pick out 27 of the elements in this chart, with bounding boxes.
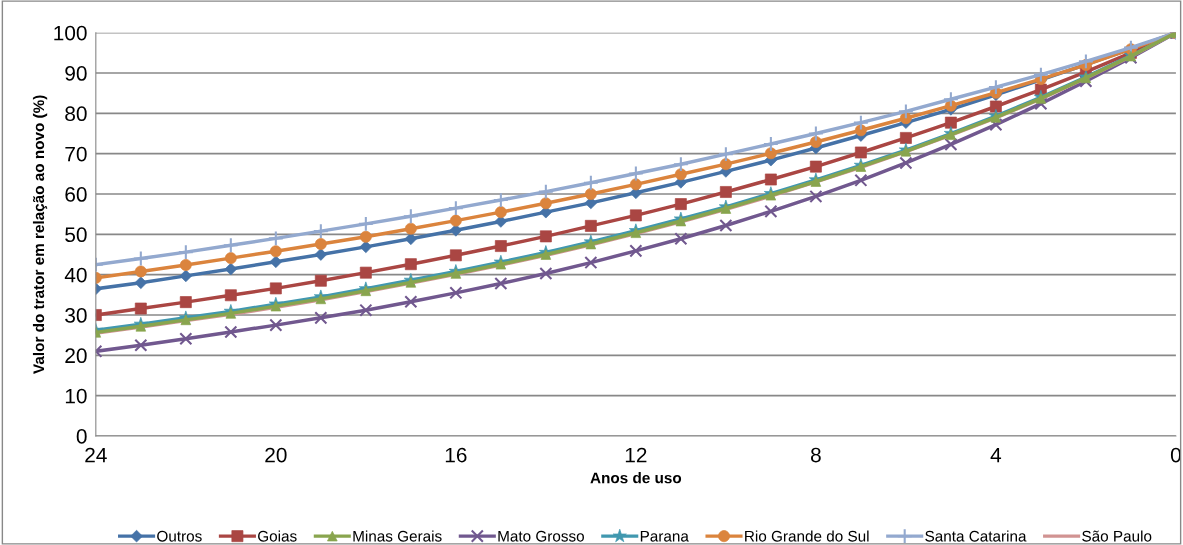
x-tick-label: 12 bbox=[625, 447, 647, 463]
y-tick-label: 20 bbox=[65, 348, 87, 364]
y-tick-label: 100 bbox=[54, 25, 87, 41]
legend-label: Goias bbox=[258, 530, 297, 542]
legend-label: Outros bbox=[157, 530, 202, 542]
y-tick-label: 0 bbox=[76, 429, 87, 444]
legend-label: Mato Grosso bbox=[498, 530, 584, 542]
legend-label: Parana bbox=[640, 530, 689, 542]
legend-label: Rio Grande do Sul bbox=[745, 530, 869, 542]
x-tick-label: 24 bbox=[85, 447, 107, 463]
y-tick-label: 10 bbox=[65, 388, 87, 404]
x-tick-label: 8 bbox=[810, 447, 821, 463]
y-tick-label: 40 bbox=[64, 267, 87, 283]
y-axis-title: Valor do trator em relação ao novo (%) bbox=[32, 95, 48, 374]
y-tick-label: 50 bbox=[65, 227, 87, 243]
y-tick-label: 70 bbox=[65, 146, 87, 162]
legend-label: Santa Catarina bbox=[925, 530, 1027, 542]
y-tick-label: 90 bbox=[65, 66, 87, 81]
x-axis-title: Anos de uso bbox=[590, 472, 682, 484]
y-tick-label: 60 bbox=[65, 187, 87, 202]
x-tick-label: 4 bbox=[990, 447, 1002, 463]
x-tick-label: 20 bbox=[265, 447, 287, 463]
y-tick-label: 80 bbox=[65, 106, 87, 122]
x-tick-label: 16 bbox=[445, 447, 467, 463]
legend-label: Minas Gerais bbox=[353, 530, 442, 542]
legend-label: São Paulo bbox=[1082, 530, 1152, 542]
y-tick-label: 30 bbox=[65, 308, 87, 323]
